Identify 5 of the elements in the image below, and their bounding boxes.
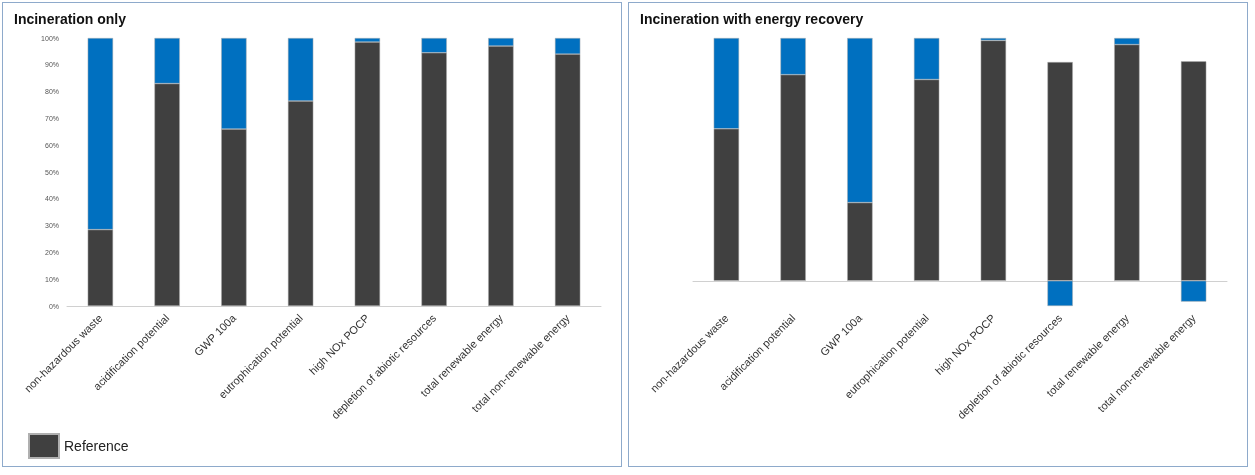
bar [354,42,381,306]
legend-label: Reference [64,438,129,454]
chart-title: Incineration only [14,11,127,27]
chart-title: Incineration with energy recovery [640,11,864,27]
bar [980,40,1007,281]
